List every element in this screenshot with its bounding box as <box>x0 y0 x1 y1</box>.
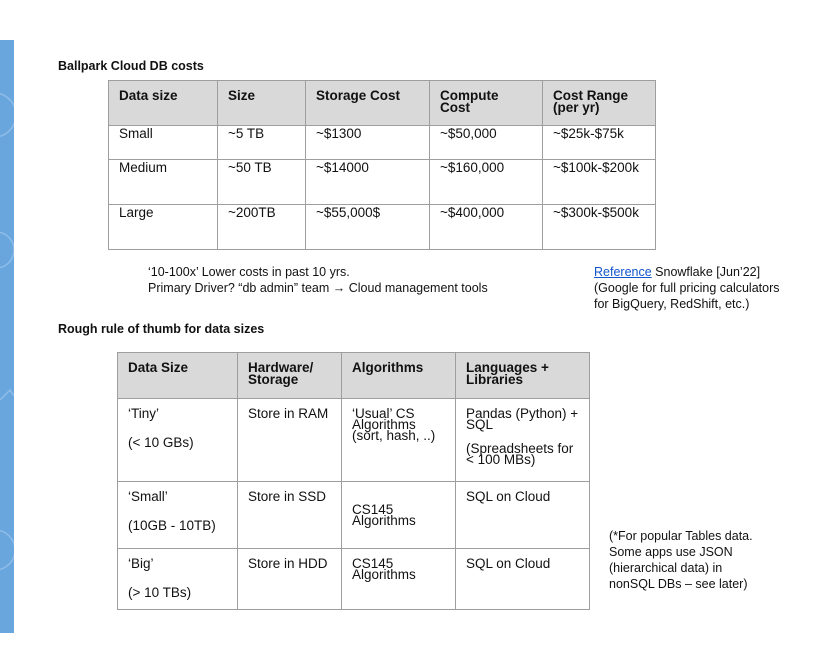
cell-languages: Pandas (Python) + SQL (Spreadsheets for … <box>455 398 590 482</box>
cell-algorithms: ‘Usual’ CS Algorithms (sort, hash, ..) <box>341 398 456 482</box>
size-section-title: Rough rule of thumb for data sizes <box>58 322 265 336</box>
size-range: (< 10 GBs) <box>128 435 194 450</box>
cell-compute: ~$400,000 <box>429 204 543 250</box>
cost-section-title: Ballpark Cloud DB costs <box>58 59 204 73</box>
decor-pattern-icon <box>0 93 14 571</box>
header-size: Size <box>217 80 306 126</box>
size-range: (10GB - 10TB) <box>128 518 216 533</box>
cost-note-line2: Primary Driver? “db admin” team → Cloud … <box>148 281 488 295</box>
cell-range: ~$100k-$200k <box>542 159 656 205</box>
table-row: Medium ~50 TB ~$14000 ~$160,000 ~$100k-$… <box>108 159 656 205</box>
cell-compute: ~$160,000 <box>429 159 543 205</box>
cell-data-size: Small <box>108 125 218 160</box>
cell-size: ~50 TB <box>217 159 306 205</box>
cost-table: Data size Size Storage Cost Compute Cost… <box>108 80 656 250</box>
header-data-size: Data size <box>108 80 218 126</box>
size-table-header: Data Size Hardware/ Storage Algorithms L… <box>117 352 590 399</box>
side-note-line2: Some apps use JSON <box>609 545 733 559</box>
header-hardware: Hardware/ Storage <box>237 352 342 399</box>
cell-languages: SQL on Cloud <box>455 548 590 610</box>
languages-extra: (Spreadsheets for < 100 MBs) <box>466 441 574 467</box>
cell-data-size: ‘Small’ (10GB - 10TB) <box>117 481 238 549</box>
header-algorithms: Algorithms <box>341 352 456 399</box>
cell-storage: ~$14000 <box>305 159 430 205</box>
reference-source: Snowflake [Jun’22] <box>651 265 761 279</box>
table-row: Large ~200TB ~$55,000$ ~$400,000 ~$300k-… <box>108 204 656 250</box>
cell-languages: SQL on Cloud <box>455 481 590 549</box>
side-note: (*For popular Tables data. Some apps use… <box>609 528 753 592</box>
cell-data-size: Medium <box>108 159 218 205</box>
table-row: ‘Tiny’ (< 10 GBs) Store in RAM ‘Usual’ C… <box>117 398 590 482</box>
cell-algorithms: CS145 Algorithms <box>341 481 456 549</box>
cell-hardware: Store in RAM <box>237 398 342 482</box>
table-row: ‘Big’ (> 10 TBs) Store in HDD CS145 Algo… <box>117 548 590 610</box>
cell-range: ~$300k-$500k <box>542 204 656 250</box>
size-range: (> 10 TBs) <box>128 585 192 600</box>
cell-hardware: Store in HDD <box>237 548 342 610</box>
cell-hardware: Store in SSD <box>237 481 342 549</box>
size-name: ‘Tiny’ <box>128 406 160 421</box>
cell-compute: ~$50,000 <box>429 125 543 160</box>
cell-algorithms: CS145 Algorithms <box>341 548 456 610</box>
header-cost-range: Cost Range (per yr) <box>542 80 656 126</box>
size-name: ‘Small’ <box>128 489 168 504</box>
cell-storage: ~$1300 <box>305 125 430 160</box>
cell-size: ~5 TB <box>217 125 306 160</box>
side-note-line4: nonSQL DBs – see later) <box>609 577 748 591</box>
reference-line1: Reference Snowflake [Jun’22] <box>594 264 780 280</box>
reference-note: Reference Snowflake [Jun’22] (Google for… <box>594 264 780 312</box>
reference-line2: (Google for full pricing calculators <box>594 281 780 295</box>
cell-data-size: Large <box>108 204 218 250</box>
table-row: ‘Small’ (10GB - 10TB) Store in SSD CS145… <box>117 481 590 549</box>
size-table: Data Size Hardware/ Storage Algorithms L… <box>117 352 590 610</box>
cell-storage: ~$55,000$ <box>305 204 430 250</box>
cell-data-size: ‘Big’ (> 10 TBs) <box>117 548 238 610</box>
reference-link[interactable]: Reference <box>594 265 652 279</box>
reference-line3: for BigQuery, RedShift, etc.) <box>594 297 750 311</box>
cell-size: ~200TB <box>217 204 306 250</box>
cost-table-header: Data size Size Storage Cost Compute Cost… <box>108 80 656 126</box>
header-compute-cost: Compute Cost <box>429 80 543 126</box>
languages-main: Pandas (Python) + SQL <box>466 406 579 432</box>
cell-data-size: ‘Tiny’ (< 10 GBs) <box>117 398 238 482</box>
side-note-line1: (*For popular Tables data. <box>609 529 753 543</box>
header-data-size: Data Size <box>117 352 238 399</box>
cell-range: ~$25k-$75k <box>542 125 656 160</box>
header-storage-cost: Storage Cost <box>305 80 430 126</box>
cost-note: ‘10-100x’ Lower costs in past 10 yrs. Pr… <box>148 264 488 296</box>
header-languages: Languages + Libraries <box>455 352 590 399</box>
table-row: Small ~5 TB ~$1300 ~$50,000 ~$25k-$75k <box>108 125 656 160</box>
sidebar-decor <box>0 40 14 633</box>
size-name: ‘Big’ <box>128 556 154 571</box>
cost-note-line1: ‘10-100x’ Lower costs in past 10 yrs. <box>148 265 350 279</box>
side-note-line3: (hierarchical data) in <box>609 561 723 575</box>
